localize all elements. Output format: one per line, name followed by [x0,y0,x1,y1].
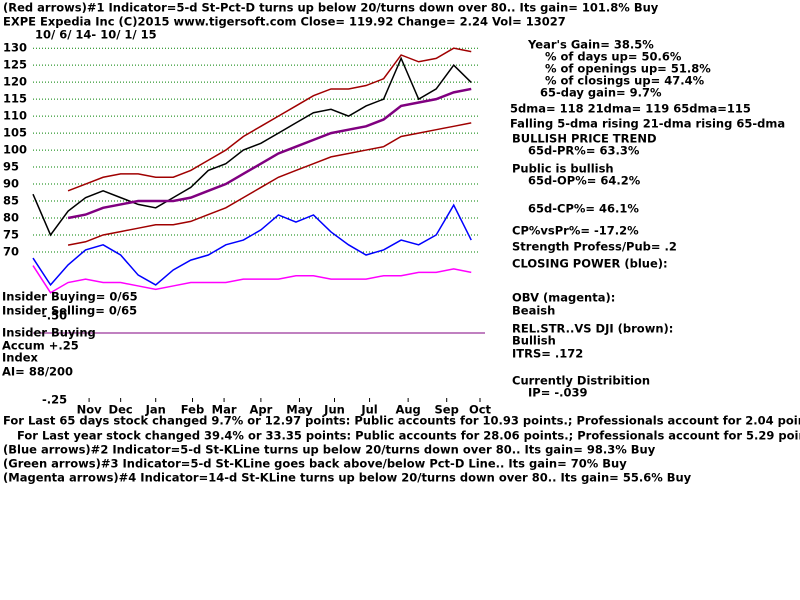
side-note: Year's Gain= 38.5% [527,38,654,52]
footer-line: For Last year stock changed 39.4% or 33.… [17,429,800,443]
footer-line: For Last 65 days stock changed 9.7% or 1… [3,414,800,428]
x-tick-label: Jul [360,403,377,417]
y-tick-label: 120 [3,75,27,89]
side-note: 65d-OP%= 64.2% [528,174,641,188]
x-tick-label: Nov [77,403,103,417]
x-tick-label: Jun [323,403,345,417]
y-tick-label: 110 [3,109,27,123]
side-note: 65d-PR%= 63.3% [528,144,640,158]
series-line [32,56,472,237]
y-tick-label: 80 [3,211,19,225]
side-note: REL.STR..VS DJI (brown): [512,322,673,336]
header-line: (Red arrows)#1 Indicator=5-d St-Pct-D tu… [3,1,659,15]
side-note: % of days up= 50.6% [545,50,682,64]
x-tick-label: Mar [212,403,237,417]
side-note: % of openings up= 51.8% [545,62,711,76]
side-note: 65d-CP%= 46.1% [528,202,639,216]
series-line [67,87,472,220]
left-label: Insider Buying= 0/65 [2,290,138,304]
side-note: % of closings up= 47.4% [545,74,705,88]
left-label: Insider Buying [2,326,96,340]
series-line [67,47,472,192]
x-tick-label: May [286,403,313,417]
y-tick-label: 85 [3,194,19,208]
side-note: OBV (magenta): [512,291,615,305]
side-note: Falling 5-dma rising 21-dma rising 65-dm… [510,117,785,131]
chart-subtitle: 10/ 6/ 14- 10/ 1/ 15 [35,28,157,42]
side-note: Public is bullish [512,162,614,176]
x-tick-label: Dec [109,403,133,417]
left-label: Accum +.25 [2,339,79,353]
side-note: IP= -.039 [528,386,588,400]
left-label: -.50 [42,309,67,323]
side-note: Bullish [512,334,556,348]
side-note: ITRS= .172 [512,347,583,361]
side-note: Beaish [512,304,555,318]
footer-line: (Blue arrows)#2 Indicator=5-d St-KLine t… [3,443,656,457]
side-note: Strength Profess/Pub= .2 [512,240,677,254]
series-line [67,122,472,246]
x-tick-label: Feb [181,403,204,417]
footer-line: (Green arrows)#3 Indicator=5-d St-KLine … [3,457,627,471]
side-note: CLOSING POWER (blue): [512,257,668,271]
left-label: Index [2,351,38,365]
side-note: BULLISH PRICE TREND [512,132,657,146]
y-tick-label: 90 [3,177,19,191]
side-note: CP%vsPr%= -17.2% [512,224,639,238]
footer-line: (Magenta arrows)#4 Indicator=14-d St-KLi… [3,471,692,485]
left-label: AI= 88/200 [2,365,73,379]
y-tick-label: 70 [3,244,19,258]
y-tick-label: 95 [3,160,19,174]
chart-title: EXPE Expedia Inc (C)2015 www.tigersoft.c… [3,15,566,29]
side-note: 65-day gain= 9.7% [540,86,662,100]
y-tick-label: 125 [3,58,27,72]
x-tick-label: Sep [435,403,459,417]
series-line [32,265,472,294]
x-tick-label: Apr [249,403,272,417]
y-tick-label: 75 [3,227,19,241]
side-note: 5dma= 118 21dma= 119 65dma=115 [510,102,751,116]
x-tick-label: Oct [469,403,492,417]
y-tick-label: 100 [3,143,27,157]
x-tick-label: Jan [145,403,166,417]
y-tick-label: 130 [3,41,27,55]
side-note: Currently Distribition [512,374,650,388]
series-line [32,203,472,287]
left-label: Insider Selling= 0/65 [2,304,137,318]
left-label: -.25 [42,393,67,407]
y-tick-label: 105 [3,126,27,140]
y-tick-label: 115 [3,92,27,106]
x-tick-label: Aug [395,403,420,417]
